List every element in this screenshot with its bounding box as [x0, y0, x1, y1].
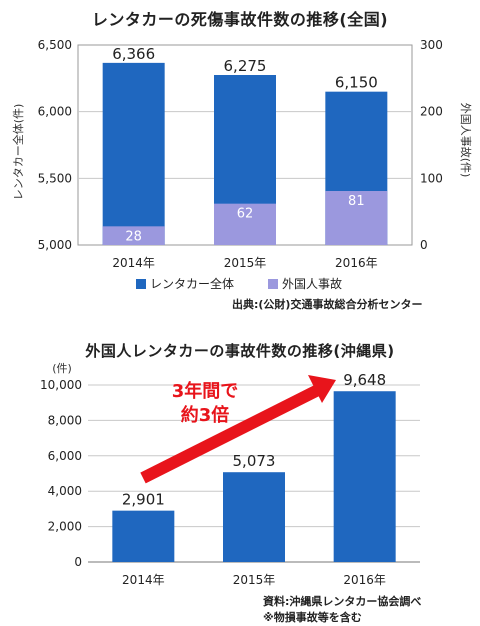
data-label-total: 6,150: [335, 74, 378, 92]
legend-label-total: レンタカー全体: [150, 276, 234, 291]
chart1-ytick-left: 6,000: [38, 105, 72, 119]
chart1-ytick-right: 200: [420, 105, 443, 119]
bar-okinawa: [223, 472, 285, 562]
legend-swatch-total: [136, 279, 146, 289]
data-label-foreign: 81: [348, 194, 365, 209]
chart1-ytick-left: 5,000: [38, 238, 72, 252]
chart2-source-line2: ※物損事故等を含む: [263, 611, 362, 624]
chart1-xtick: 2015年: [224, 256, 267, 270]
trend-arrow-head: [308, 375, 336, 403]
bar-foreign: [214, 203, 276, 245]
chart1-plot: 5,000 5,500 6,000 6,500 0 100 200 300 2014年 2015年…: [11, 38, 473, 291]
bar-foreign: [102, 226, 165, 245]
chart1-ytick-right: 100: [420, 171, 443, 185]
annotation-line2: 約3倍: [181, 404, 230, 426]
chart1-xtick: 2014年: [112, 256, 155, 270]
chart2-ytick: 0: [74, 555, 82, 569]
chart2-ytick: 10,000: [40, 378, 82, 392]
chart2-xtick: 2015年: [233, 573, 276, 587]
chart2-ylabel: (件): [52, 362, 72, 375]
chart2-ytick: 8,000: [48, 413, 82, 427]
chart1-ytick-right: 0: [420, 238, 428, 252]
chart1-title: レンタカーの死傷事故件数の推移(全国): [91, 10, 389, 29]
bar-total: [102, 62, 165, 245]
legend-label-foreign: 外国人事故: [282, 276, 342, 291]
data-label-foreign: 62: [237, 207, 254, 222]
data-label-foreign: 28: [125, 229, 142, 244]
trend-arrow-line: [140, 384, 321, 484]
chart1-ytick-right: 300: [420, 38, 443, 52]
chart1-ylabel-right: 外国人事故(件): [459, 103, 473, 178]
data-label-okinawa: 5,073: [233, 452, 276, 470]
chart2-xtick: 2014年: [122, 573, 165, 587]
chart2-ytick: 2,000: [48, 520, 82, 534]
legend-swatch-foreign: [268, 279, 278, 289]
data-label-total: 6,275: [224, 57, 267, 75]
bar-foreign: [325, 191, 388, 245]
bar-okinawa: [112, 510, 175, 562]
annotation-line1: 3年間で: [172, 380, 239, 402]
bar-okinawa: [333, 391, 396, 562]
chart1-ylabel-left: レンタカー全体(件): [11, 104, 25, 201]
chart2-ytick: 4,000: [48, 484, 82, 498]
chart2-xtick: 2016年: [343, 573, 386, 587]
chart1-ytick-left: 6,500: [38, 38, 72, 52]
chart2-title: 外国人レンタカーの事故件数の推移(沖縄県): [85, 342, 395, 360]
data-label-total: 6,366: [112, 45, 155, 63]
data-label-okinawa: 9,648: [343, 371, 386, 389]
chart1-source: 出典:(公財)交通事故総合分析センター: [232, 298, 423, 311]
chart2-ytick: 6,000: [48, 449, 82, 463]
data-label-okinawa: 2,901: [122, 491, 165, 509]
chart1-xtick: 2016年: [335, 256, 378, 270]
chart1-ytick-left: 5,500: [38, 171, 72, 185]
chart2-source-line1: 資料:沖縄県レンタカー協会調べ: [263, 595, 422, 608]
